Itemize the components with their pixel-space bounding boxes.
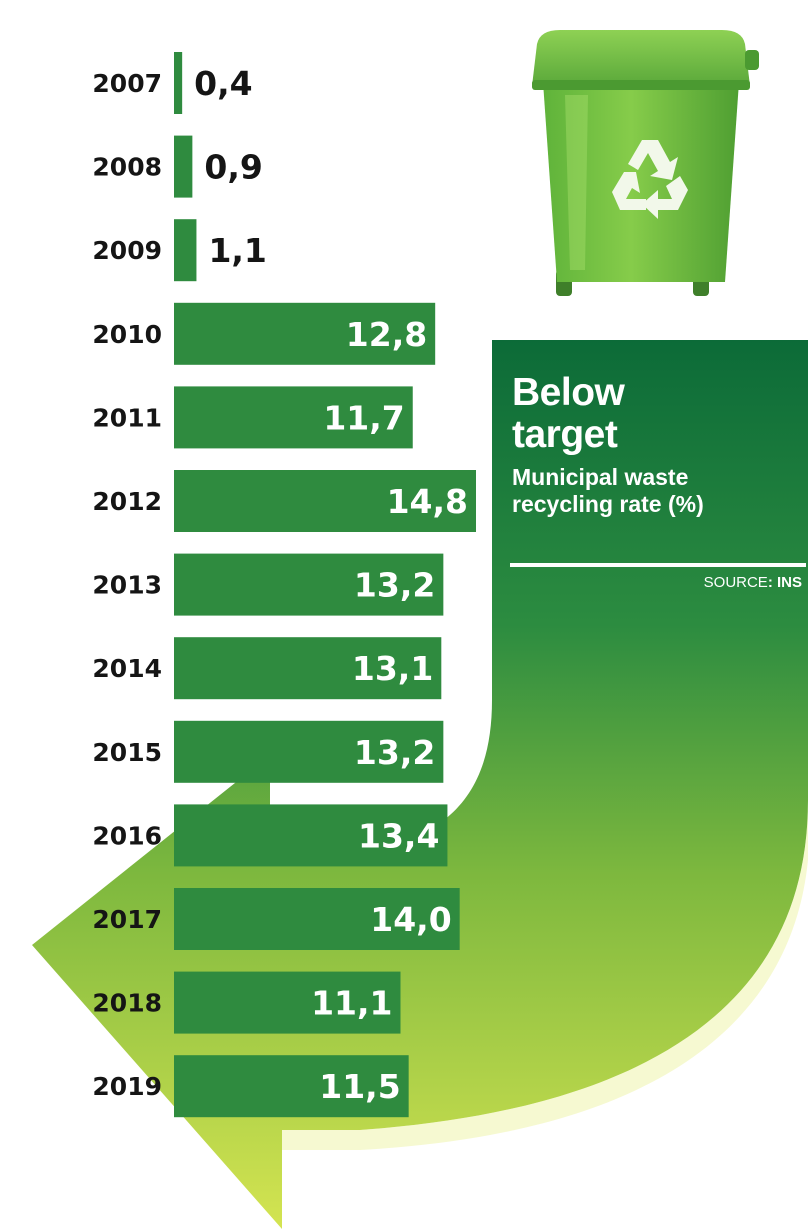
year-label: 2007 bbox=[92, 69, 162, 98]
value-label: 11,5 bbox=[319, 1067, 400, 1106]
bar-2015 bbox=[174, 720, 444, 783]
source-label: SOURCE bbox=[703, 574, 768, 591]
value-label: 13,2 bbox=[354, 733, 435, 772]
source-note: SOURCE: INS bbox=[704, 574, 802, 591]
recycling-bin-icon bbox=[532, 30, 759, 296]
value-label: 14,0 bbox=[370, 900, 451, 939]
bar-2010 bbox=[174, 302, 436, 365]
value-label: 11,1 bbox=[311, 984, 392, 1023]
bar-2007 bbox=[174, 52, 183, 114]
value-label: 1,1 bbox=[208, 231, 266, 270]
year-label: 2009 bbox=[92, 236, 162, 265]
bar-2018 bbox=[174, 971, 401, 1034]
bar-2012 bbox=[174, 470, 476, 532]
value-label: 11,7 bbox=[323, 398, 404, 437]
value-label: 12,8 bbox=[346, 315, 427, 354]
year-label: 2018 bbox=[92, 989, 162, 1018]
year-label: 2017 bbox=[92, 905, 162, 934]
chart-subtitle: Municipal waste recycling rate (%) bbox=[512, 464, 704, 517]
year-label: 2013 bbox=[92, 571, 162, 600]
source-value: : INS bbox=[767, 574, 802, 591]
bar-2014 bbox=[174, 637, 442, 700]
value-label: 13,4 bbox=[358, 816, 439, 855]
year-label: 2012 bbox=[92, 487, 162, 516]
bar-2016 bbox=[174, 804, 448, 867]
value-label: 0,4 bbox=[194, 64, 252, 103]
value-label: 13,2 bbox=[354, 566, 435, 605]
year-label: 2016 bbox=[92, 821, 162, 850]
value-label: 14,8 bbox=[387, 482, 468, 521]
bar-2011 bbox=[174, 386, 413, 449]
year-label: 2019 bbox=[92, 1072, 162, 1101]
value-label: 13,1 bbox=[352, 649, 433, 688]
bar-2017 bbox=[174, 888, 460, 950]
bar-2013 bbox=[174, 553, 444, 616]
bar-2019 bbox=[174, 1055, 409, 1118]
bar-2008 bbox=[174, 135, 193, 198]
bar-2009 bbox=[174, 219, 197, 282]
year-label: 2014 bbox=[92, 654, 162, 683]
year-label: 2008 bbox=[92, 153, 162, 182]
year-label: 2015 bbox=[92, 738, 162, 767]
value-label: 0,9 bbox=[204, 148, 262, 187]
recycle-symbol-icon bbox=[612, 140, 688, 219]
chart-title: Below target bbox=[512, 371, 625, 456]
title-block: Below target Municipal waste recycling r… bbox=[512, 372, 802, 518]
title-divider bbox=[510, 563, 806, 567]
year-label: 2010 bbox=[92, 320, 162, 349]
year-label: 2011 bbox=[92, 403, 162, 432]
